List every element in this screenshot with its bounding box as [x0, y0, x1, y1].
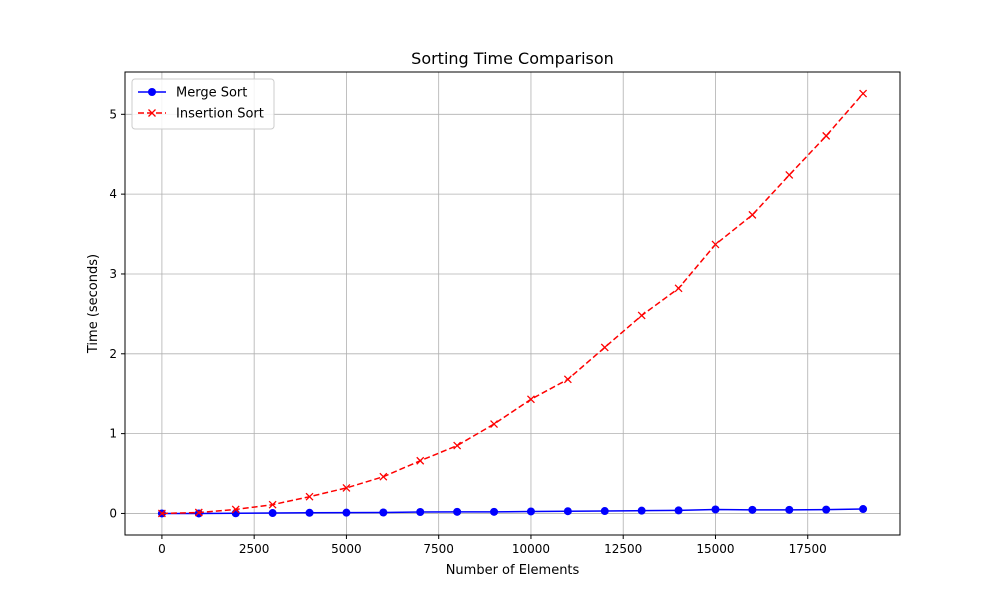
x-tick-label: 7500	[423, 542, 454, 556]
data-point	[822, 131, 831, 140]
data-point	[637, 506, 646, 515]
data-point	[194, 508, 203, 517]
data-point	[748, 210, 757, 219]
chart-title: Sorting Time Comparison	[411, 49, 614, 68]
data-point	[231, 509, 240, 518]
x-tick-label: 0	[158, 542, 166, 556]
series-line	[161, 93, 864, 515]
data-point	[563, 375, 572, 384]
x-tick-label: 2500	[239, 542, 270, 556]
data-series	[157, 89, 868, 518]
data-point	[490, 420, 499, 428]
x-tick-label: 10000	[512, 542, 550, 556]
data-point	[822, 505, 831, 514]
data-point	[490, 507, 499, 516]
y-tick-label: 1	[109, 427, 117, 441]
data-point	[785, 505, 794, 514]
data-point	[600, 507, 609, 516]
plot-area-frame	[124, 71, 901, 536]
data-point	[268, 509, 277, 518]
legend-item: Merge Sort	[138, 86, 247, 101]
data-point	[416, 456, 425, 465]
axis-ticks: 0 2500 5000 7500 10000 12500 15000 17500 0 1 2 3 4 5	[109, 107, 826, 556]
legend-marker	[148, 88, 156, 96]
x-axis-label: Number of Elements	[446, 563, 580, 578]
x-tick-label: 15000	[696, 542, 734, 556]
legend-label: Merge Sort	[176, 86, 247, 101]
y-tick-label: 3	[109, 267, 117, 281]
data-point	[674, 284, 683, 293]
data-point	[859, 89, 868, 98]
x-tick-label: 12500	[604, 542, 642, 556]
data-point	[342, 508, 351, 517]
data-point	[305, 508, 314, 517]
data-point	[453, 441, 462, 450]
series-merge-sort	[157, 505, 868, 518]
legend-label: Insertion Sort	[176, 107, 264, 122]
legend: Merge Sort Insertion Sort	[131, 78, 275, 130]
legend-marker	[148, 109, 156, 117]
data-point	[379, 508, 388, 517]
data-point	[785, 171, 794, 179]
data-point	[526, 507, 535, 516]
data-point	[674, 506, 683, 515]
legend-item: Insertion Sort	[138, 107, 264, 122]
data-point	[600, 343, 609, 352]
data-point	[711, 240, 720, 249]
data-point	[563, 507, 572, 516]
y-tick-label: 4	[109, 187, 117, 201]
data-point	[526, 395, 535, 404]
data-point	[379, 472, 388, 481]
y-tick-label: 2	[109, 347, 117, 361]
data-point	[268, 500, 277, 509]
series-line	[161, 508, 864, 515]
data-point	[748, 505, 757, 514]
data-point	[859, 505, 868, 514]
data-point	[231, 505, 240, 514]
data-point	[711, 505, 720, 514]
data-point	[342, 483, 351, 492]
x-tick-label: 5000	[331, 542, 362, 556]
y-axis-label: Time (seconds)	[86, 254, 101, 354]
data-point	[637, 311, 646, 320]
data-point	[305, 492, 314, 501]
data-point	[194, 509, 203, 518]
y-tick-label: 0	[109, 506, 117, 520]
x-tick-label: 17500	[789, 542, 827, 556]
data-point	[453, 507, 462, 516]
data-point	[416, 508, 425, 517]
series-insertion-sort	[157, 89, 868, 518]
data-point	[157, 509, 166, 518]
grid-lines	[125, 72, 900, 535]
legend-box	[131, 78, 275, 130]
y-tick-label: 5	[109, 107, 117, 121]
